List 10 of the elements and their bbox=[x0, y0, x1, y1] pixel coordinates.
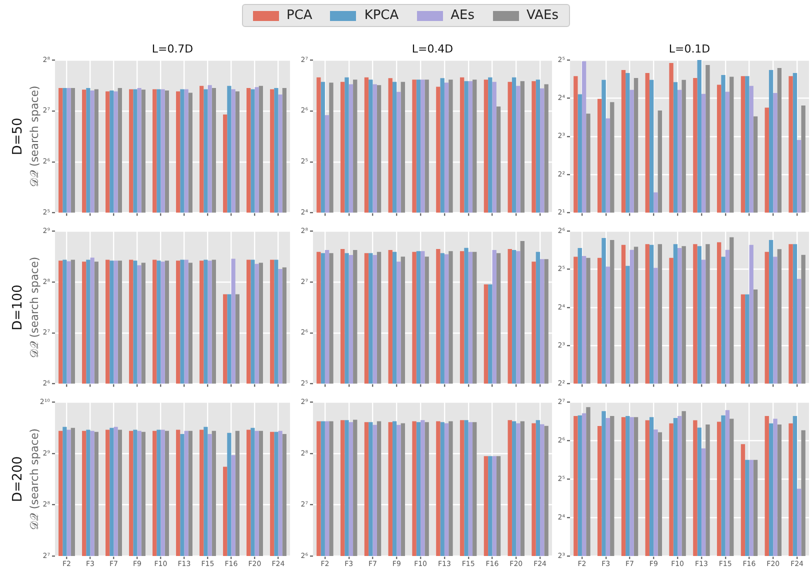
chart-title: L=0.1D bbox=[668, 42, 710, 56]
legend-label: KPCA bbox=[364, 8, 399, 23]
legend-label: AEs bbox=[450, 8, 475, 23]
y-axis-title: D=50 𝒟𝒬 (search space) bbox=[10, 86, 41, 188]
y-axis-title: D=200 𝒟𝒬 (search space) bbox=[10, 428, 41, 530]
legend-label: VAEs bbox=[526, 8, 558, 23]
chart-title: L=0.7D bbox=[152, 42, 194, 56]
chart-title: L=0.4D bbox=[412, 42, 454, 56]
legend-label: PCA bbox=[286, 8, 312, 23]
y-axis-title: D=100 𝒟𝒬 (search space) bbox=[10, 256, 41, 358]
